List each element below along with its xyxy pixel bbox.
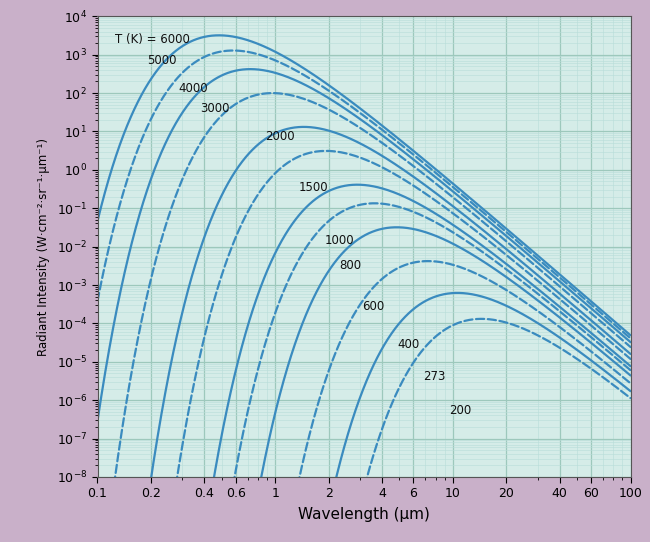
X-axis label: Wavelength (μm): Wavelength (μm) [298, 507, 430, 522]
Text: T (K) = 6000: T (K) = 6000 [114, 33, 190, 46]
Text: 800: 800 [339, 259, 361, 272]
Y-axis label: Radiant Intensity (W·cm⁻²·sr⁻¹·μm⁻¹): Radiant Intensity (W·cm⁻²·sr⁻¹·μm⁻¹) [37, 138, 50, 356]
Text: 600: 600 [363, 300, 385, 313]
Text: 4000: 4000 [178, 82, 208, 95]
Text: 5000: 5000 [147, 54, 177, 67]
Text: 2000: 2000 [265, 130, 295, 143]
Text: 1000: 1000 [325, 235, 354, 248]
Text: 400: 400 [398, 338, 420, 351]
Text: 273: 273 [423, 370, 445, 383]
Text: 1500: 1500 [298, 181, 328, 194]
Text: 200: 200 [449, 404, 471, 417]
Text: 3000: 3000 [200, 102, 230, 115]
